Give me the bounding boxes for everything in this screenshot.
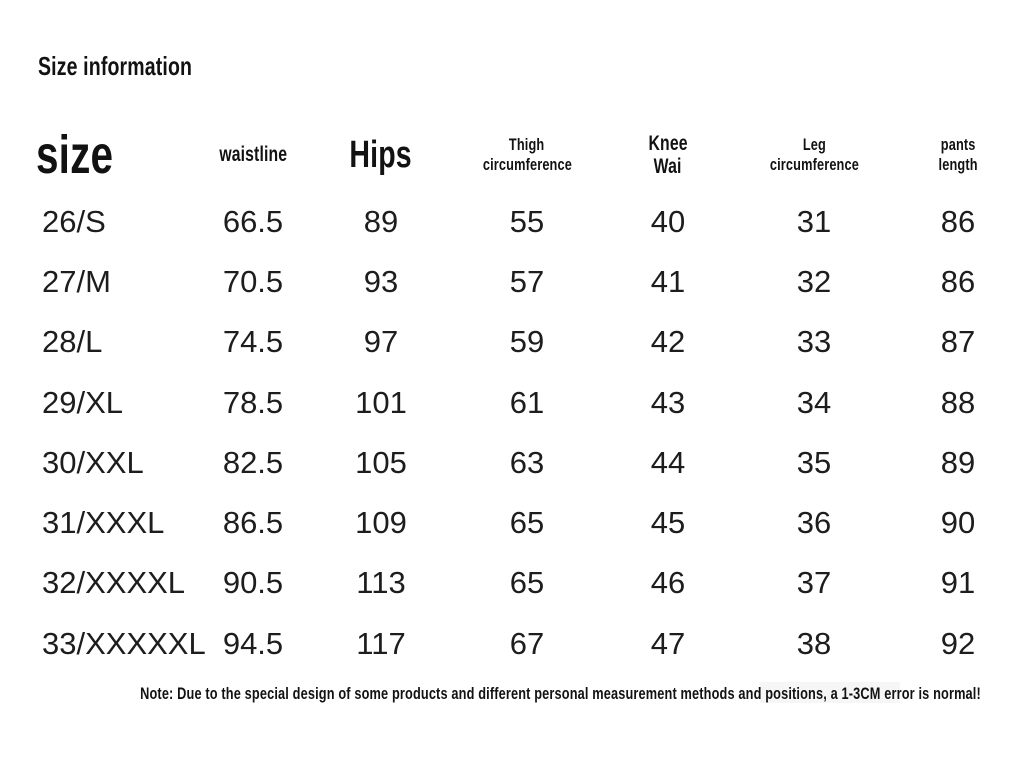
cell-pants-length: 86: [940, 203, 976, 239]
cell-waistline: 70.5: [222, 263, 284, 299]
table-row: 26/S 66.5 89 55 40 31 86: [30, 191, 1006, 251]
note-highlight: [760, 682, 900, 703]
column-header-pants-line1: pants: [940, 135, 976, 154]
cell-thigh-circumference: 57: [509, 263, 545, 299]
table-row: 27/M 70.5 93 57 41 32 86: [30, 251, 1006, 311]
cell-waistline: 94.5: [222, 625, 284, 661]
cell-knee-wai: 40: [650, 203, 686, 239]
column-header-hips-label: Hips: [349, 134, 413, 176]
cell-pants-length: 87: [940, 324, 976, 360]
cell-hips: 117: [356, 625, 406, 661]
table-row: 32/XXXXL 90.5 113 65 46 37 91: [30, 553, 1006, 613]
cell-thigh-circumference: 63: [509, 444, 545, 480]
cell-knee-wai: 41: [650, 263, 686, 299]
column-header-knee-line1: Knee: [648, 132, 688, 155]
cell-knee-wai: 43: [650, 384, 686, 420]
cell-waistline: 78.5: [222, 384, 284, 420]
cell-size: 30/XXL: [42, 444, 144, 480]
cell-pants-length: 89: [940, 444, 976, 480]
column-header-hips: Hips: [326, 136, 436, 174]
column-header-size: size: [30, 128, 180, 182]
cell-size: 28/L: [42, 324, 103, 360]
cell-leg-circumference: 34: [796, 384, 832, 420]
cell-thigh-circumference: 55: [509, 203, 545, 239]
cell-pants-length: 90: [940, 505, 976, 541]
column-header-pants-line2: length: [938, 155, 978, 174]
table-header: size waistline Hips Thigh circumference …: [30, 119, 1006, 191]
cell-hips: 109: [355, 505, 407, 541]
cell-leg-circumference: 35: [796, 444, 832, 480]
cell-pants-length: 86: [940, 263, 976, 299]
cell-waistline: 74.5: [222, 324, 284, 360]
cell-thigh-circumference: 65: [509, 505, 545, 541]
cell-leg-circumference: 31: [796, 203, 832, 239]
cell-hips: 105: [355, 444, 407, 480]
table-row: 30/XXL 82.5 105 63 44 35 89: [30, 432, 1006, 492]
cell-size: 27/M: [42, 263, 111, 299]
column-header-waistline: waistline: [180, 144, 326, 166]
cell-size: 33/XXXXXL: [42, 625, 206, 661]
size-table: size waistline Hips Thigh circumference …: [30, 119, 1006, 673]
cell-thigh-circumference: 61: [509, 384, 545, 420]
cell-knee-wai: 42: [650, 324, 686, 360]
cell-hips: 113: [356, 565, 406, 601]
cell-knee-wai: 45: [650, 505, 686, 541]
cell-thigh-circumference: 67: [509, 625, 545, 661]
cell-hips: 97: [363, 324, 399, 360]
cell-pants-length: 92: [940, 625, 976, 661]
cell-waistline: 82.5: [222, 444, 284, 480]
column-header-pants-length: pants length: [910, 135, 1006, 175]
table-row: 31/XXXL 86.5 109 65 45 36 90: [30, 492, 1006, 552]
cell-thigh-circumference: 59: [509, 324, 545, 360]
column-header-thigh-line1: Thigh: [509, 135, 545, 154]
cell-leg-circumference: 36: [796, 505, 832, 541]
column-header-leg-line2: circumference: [769, 155, 859, 174]
cell-waistline: 66.5: [222, 203, 284, 239]
cell-leg-circumference: 33: [796, 324, 832, 360]
column-header-leg-line1: Leg: [802, 135, 826, 154]
cell-leg-circumference: 32: [796, 263, 832, 299]
cell-size: 31/XXXL: [42, 505, 165, 541]
table-row: 29/XL 78.5 101 61 43 34 88: [30, 372, 1006, 432]
cell-leg-circumference: 38: [796, 625, 832, 661]
column-header-waistline-label: waistline: [219, 143, 287, 166]
cell-pants-length: 91: [940, 565, 976, 601]
column-header-thigh-line2: circumference: [482, 155, 572, 174]
cell-leg-circumference: 37: [796, 565, 832, 601]
cell-knee-wai: 46: [650, 565, 686, 601]
column-header-thigh-circumference: Thigh circumference: [436, 135, 618, 175]
cell-hips: 101: [355, 384, 407, 420]
page-title: Size information: [38, 51, 193, 81]
table-row: 33/XXXXXL 94.5 117 67 47 38 92: [30, 613, 1006, 673]
cell-waistline: 90.5: [222, 565, 284, 601]
column-header-knee-wai: Knee Wai: [618, 132, 718, 178]
cell-thigh-circumference: 65: [509, 565, 545, 601]
cell-waistline: 86.5: [222, 505, 284, 541]
cell-knee-wai: 47: [650, 625, 686, 661]
cell-size: 29/XL: [42, 384, 124, 420]
note-text: Note: Due to the special design of some …: [140, 684, 981, 703]
table-body: 26/S 66.5 89 55 40 31 86 27/M 70.5 93 57…: [30, 191, 1006, 673]
cell-pants-length: 88: [940, 384, 976, 420]
cell-size: 32/XXXXL: [42, 565, 186, 601]
note: Note: Due to the special design of some …: [0, 682, 1024, 706]
cell-size: 26/S: [42, 203, 106, 239]
table-row: 28/L 74.5 97 59 42 33 87: [30, 312, 1006, 372]
column-header-size-label: size: [36, 125, 114, 185]
cell-knee-wai: 44: [650, 444, 686, 480]
cell-hips: 89: [363, 203, 399, 239]
column-header-leg-circumference: Leg circumference: [718, 135, 910, 175]
column-header-knee-line2: Wai: [654, 155, 682, 178]
cell-hips: 93: [363, 263, 399, 299]
